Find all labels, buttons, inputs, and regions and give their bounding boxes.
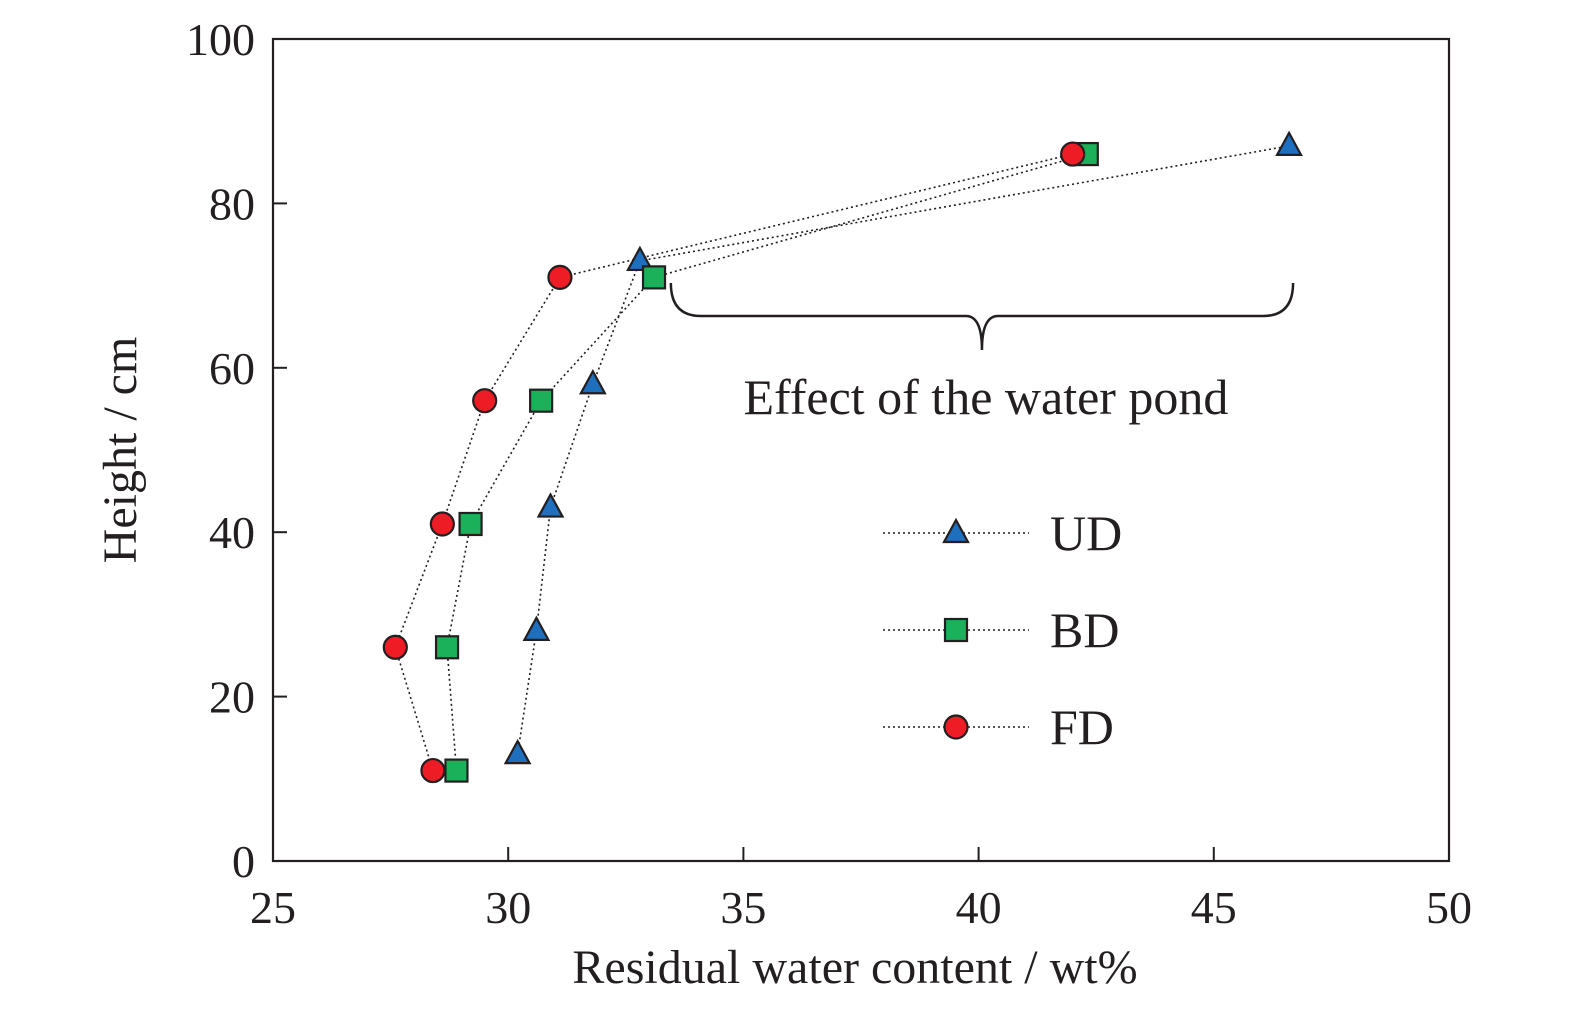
fd-data-point	[420, 757, 446, 784]
x-axis-title: Residual water content / wt%	[572, 941, 1137, 994]
legend: UD BD FD	[883, 505, 1122, 755]
ud-data-point	[626, 245, 654, 272]
series-markers	[382, 130, 1303, 784]
bd-data-point	[444, 758, 469, 783]
ud-data-point	[536, 492, 565, 518]
annotation-layer: Effect of the water pond	[669, 282, 1295, 425]
x-tick-label: 40	[956, 882, 1002, 933]
x-tick-label: 25	[250, 882, 296, 933]
y-axis-title: Height / cm	[94, 337, 147, 564]
x-tick-label: 50	[1426, 882, 1472, 933]
y-tick-label: 80	[209, 178, 255, 229]
axis-ticks: 25 30 35 40 45 50 0 20 40 60 80 100	[186, 14, 1472, 933]
annotation-text: Effect of the water pond	[743, 369, 1228, 425]
x-tick-label: 30	[485, 882, 531, 933]
legend-ud-marker	[942, 517, 970, 544]
plot-frame	[271, 37, 1451, 863]
bd-data-point	[434, 635, 460, 660]
ud-data-point	[1275, 130, 1303, 156]
fd-data-point	[1060, 141, 1086, 167]
y-tick-label: 0	[232, 836, 255, 887]
series-lines	[394, 145, 1290, 771]
fd-data-point	[547, 264, 573, 290]
legend-fd-marker	[943, 714, 969, 740]
fd-data-point	[382, 634, 408, 660]
y-tick-label: 20	[209, 672, 255, 723]
y-tick-label: 40	[209, 507, 255, 558]
ud-data-point	[579, 368, 607, 395]
bd-data-point	[458, 511, 483, 537]
legend-bd-marker	[943, 617, 969, 643]
fd-series-line	[394, 153, 1073, 771]
bd-series-line	[446, 153, 1088, 771]
y-tick-label: 100	[186, 14, 255, 65]
ud-data-point	[503, 738, 532, 765]
legend-fd-label: FD	[1050, 699, 1114, 755]
x-tick-label: 35	[720, 882, 766, 933]
bd-data-point	[529, 388, 554, 413]
legend-bd-label: BD	[1050, 602, 1119, 658]
fd-data-point	[472, 388, 498, 414]
fd-data-point	[429, 511, 455, 537]
y-tick-label: 60	[209, 343, 255, 394]
ud-series-line	[516, 145, 1290, 755]
legend-ud-label: UD	[1050, 505, 1122, 561]
bd-data-point	[641, 265, 667, 290]
ud-data-point	[522, 615, 551, 641]
x-tick-label: 45	[1191, 882, 1237, 933]
water-pond-brace	[669, 282, 1295, 351]
